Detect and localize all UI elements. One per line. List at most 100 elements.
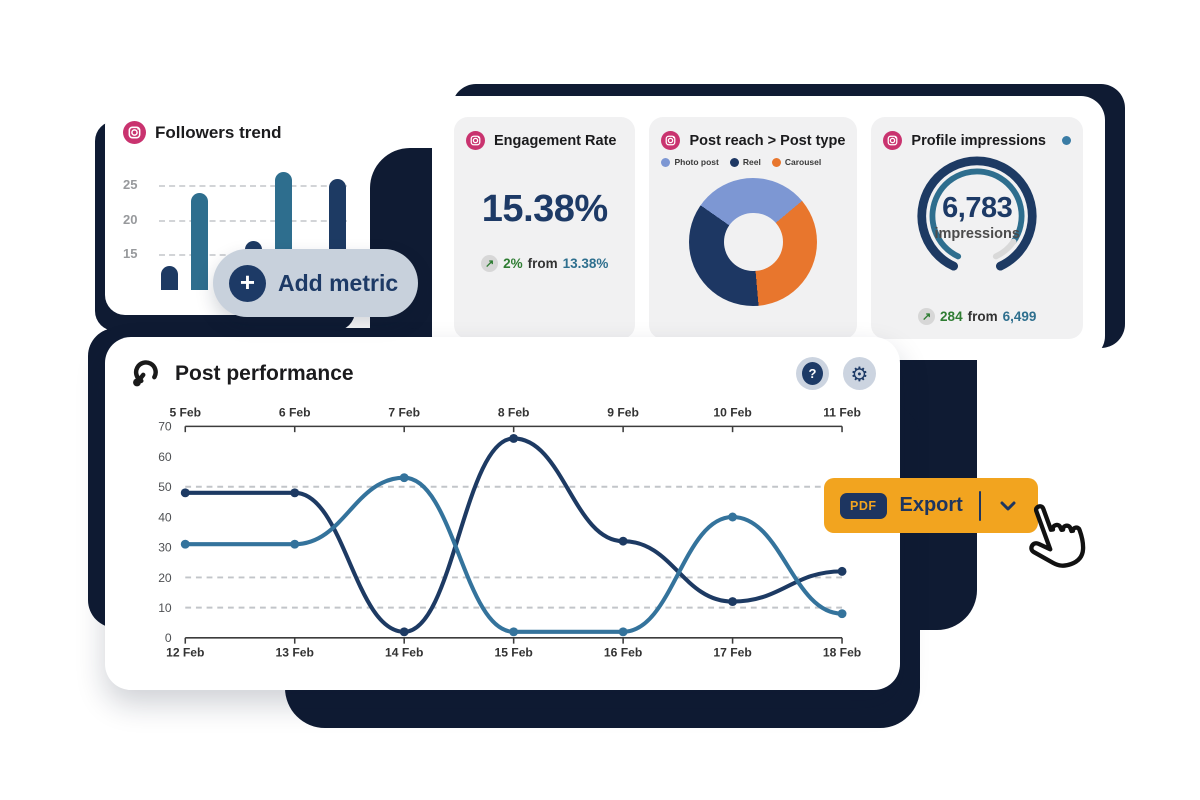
impressions-title: Profile impressions bbox=[911, 132, 1046, 149]
bottom-date-label: 15 Feb bbox=[494, 645, 532, 659]
from-label: from bbox=[527, 256, 558, 271]
y-tick-label: 10 bbox=[158, 601, 172, 615]
series-dot-icon bbox=[1062, 136, 1071, 145]
gauge-arc bbox=[917, 156, 1037, 271]
followers-card-title: Followers trend bbox=[155, 122, 282, 142]
dark-series-point bbox=[509, 433, 519, 443]
dark-series-point bbox=[728, 597, 738, 607]
question-mark-icon: ? bbox=[802, 362, 823, 385]
top-date-label: 8 Feb bbox=[498, 406, 530, 420]
bottom-date-label: 16 Feb bbox=[604, 645, 642, 659]
teal-series-point bbox=[728, 512, 738, 522]
add-metric-button[interactable]: + Add metric bbox=[213, 249, 418, 317]
y-tick-label: 70 bbox=[158, 420, 172, 434]
gear-icon: ⚙ bbox=[850, 361, 869, 386]
gauge-icon bbox=[133, 359, 158, 386]
bottom-date-label: 13 Feb bbox=[276, 645, 314, 659]
chevron-down-icon[interactable] bbox=[1000, 501, 1016, 511]
instagram-icon bbox=[661, 131, 681, 150]
dark-series-point bbox=[399, 627, 409, 637]
instagram-icon bbox=[123, 121, 146, 144]
dark-series-point bbox=[290, 488, 300, 498]
bottom-date-label: 14 Feb bbox=[385, 645, 423, 659]
export-button[interactable]: PDF Export bbox=[824, 478, 1038, 533]
plus-icon: + bbox=[229, 264, 266, 302]
bottom-date-label: 18 Feb bbox=[823, 645, 861, 659]
trend-up-icon: ↗ bbox=[481, 255, 499, 272]
impressions-delta: 284 bbox=[940, 309, 963, 324]
engagement-value: 15.38% bbox=[481, 188, 608, 230]
engagement-delta-row: ↗ 2% from 13.38% bbox=[466, 255, 623, 272]
engagement-delta: 2% bbox=[503, 256, 523, 271]
teal-series-point bbox=[837, 609, 847, 619]
settings-button[interactable]: ⚙ bbox=[843, 357, 876, 390]
teal-series-point bbox=[180, 539, 190, 549]
metrics-card: Engagement Rate 15.38% ↗ 2% from 13.38% … bbox=[432, 96, 1105, 360]
dark-series-line bbox=[183, 436, 845, 634]
post-reach-panel: Post reach > Post type Photo post Reel C… bbox=[649, 117, 858, 339]
impressions-gauge: 6,783 impressions bbox=[902, 154, 1052, 280]
trend-up-icon: ↗ bbox=[918, 308, 936, 325]
profile-impressions-panel: Profile impressions 6,783 impressions ↗ … bbox=[871, 117, 1083, 339]
legend-item: Carousel bbox=[771, 157, 822, 167]
bar bbox=[191, 192, 209, 290]
post-type-donut bbox=[689, 178, 818, 306]
engagement-previous: 13.38% bbox=[562, 256, 609, 271]
donut-legend: Photo post Reel Carousel bbox=[661, 157, 845, 167]
post-performance-card: Post performance ? ⚙ 70 60 50 40 30 20 10 0 5 Fe… bbox=[105, 337, 900, 690]
divider bbox=[979, 490, 981, 521]
y-tick-label: 50 bbox=[158, 480, 172, 494]
impressions-previous: 6,499 bbox=[1002, 309, 1037, 324]
top-date-label: 9 Feb bbox=[607, 406, 639, 420]
help-button[interactable]: ? bbox=[796, 357, 829, 390]
impressions-gauge-svg bbox=[917, 156, 1037, 271]
legend-item: Photo post bbox=[661, 157, 719, 167]
y-tick-label: 0 bbox=[165, 631, 172, 645]
teal-series-point bbox=[618, 627, 628, 637]
gauge-center: 6,783 impressions bbox=[902, 192, 1052, 242]
legend-label: Carousel bbox=[784, 157, 822, 167]
dark-series-point bbox=[837, 566, 847, 576]
impressions-delta-row: ↗ 284 from 6,499 bbox=[883, 308, 1071, 325]
teal-series-point bbox=[399, 473, 409, 483]
bottom-date-label: 17 Feb bbox=[713, 645, 751, 659]
instagram-icon bbox=[466, 131, 485, 150]
dark-series-point bbox=[180, 488, 190, 498]
legend-dot bbox=[729, 157, 739, 167]
legend-label: Reel bbox=[742, 157, 761, 167]
top-date-label: 7 Feb bbox=[388, 406, 420, 420]
instagram-icon bbox=[883, 131, 903, 150]
y-tick-label: 60 bbox=[158, 450, 172, 464]
engagement-title: Engagement Rate bbox=[494, 132, 617, 149]
bar bbox=[161, 265, 179, 290]
top-date-label: 10 Feb bbox=[713, 406, 751, 420]
teal-series-point bbox=[509, 627, 519, 637]
top-date-label: 6 Feb bbox=[279, 406, 311, 420]
add-metric-label: Add metric bbox=[278, 269, 399, 296]
performance-title: Post performance bbox=[175, 361, 354, 385]
top-date-label: 11 Feb bbox=[823, 406, 861, 420]
export-label: Export bbox=[899, 494, 963, 516]
y-tick-label: 20 bbox=[158, 571, 172, 585]
teal-series-line bbox=[183, 475, 845, 634]
y-tick-label: 30 bbox=[158, 541, 172, 555]
impressions-value: 6,783 bbox=[942, 192, 1013, 224]
top-date-label: 5 Feb bbox=[169, 406, 201, 420]
bottom-date-label: 12 Feb bbox=[166, 645, 204, 659]
teal-series-point bbox=[290, 539, 300, 549]
from-label: from bbox=[967, 309, 998, 324]
legend-label: Photo post bbox=[674, 157, 719, 167]
engagement-rate-panel: Engagement Rate 15.38% ↗ 2% from 13.38% bbox=[454, 117, 636, 339]
legend-dot bbox=[661, 157, 671, 167]
y-tick-label: 40 bbox=[158, 510, 172, 524]
dark-series-point bbox=[618, 536, 628, 546]
hand-cursor-icon bbox=[1029, 504, 1086, 568]
performance-chart-svg: 70 60 50 40 30 20 10 0 5 Feb 6 Feb 7 Feb 8 Feb 9 Feb… bbox=[158, 406, 861, 660]
legend-item: Reel bbox=[729, 157, 761, 167]
post-reach-title: Post reach > Post type bbox=[689, 132, 846, 149]
gauge-arc bbox=[993, 238, 1017, 260]
pdf-badge: PDF bbox=[840, 492, 887, 519]
gauge-arc bbox=[929, 168, 1025, 260]
legend-dot bbox=[771, 157, 781, 167]
